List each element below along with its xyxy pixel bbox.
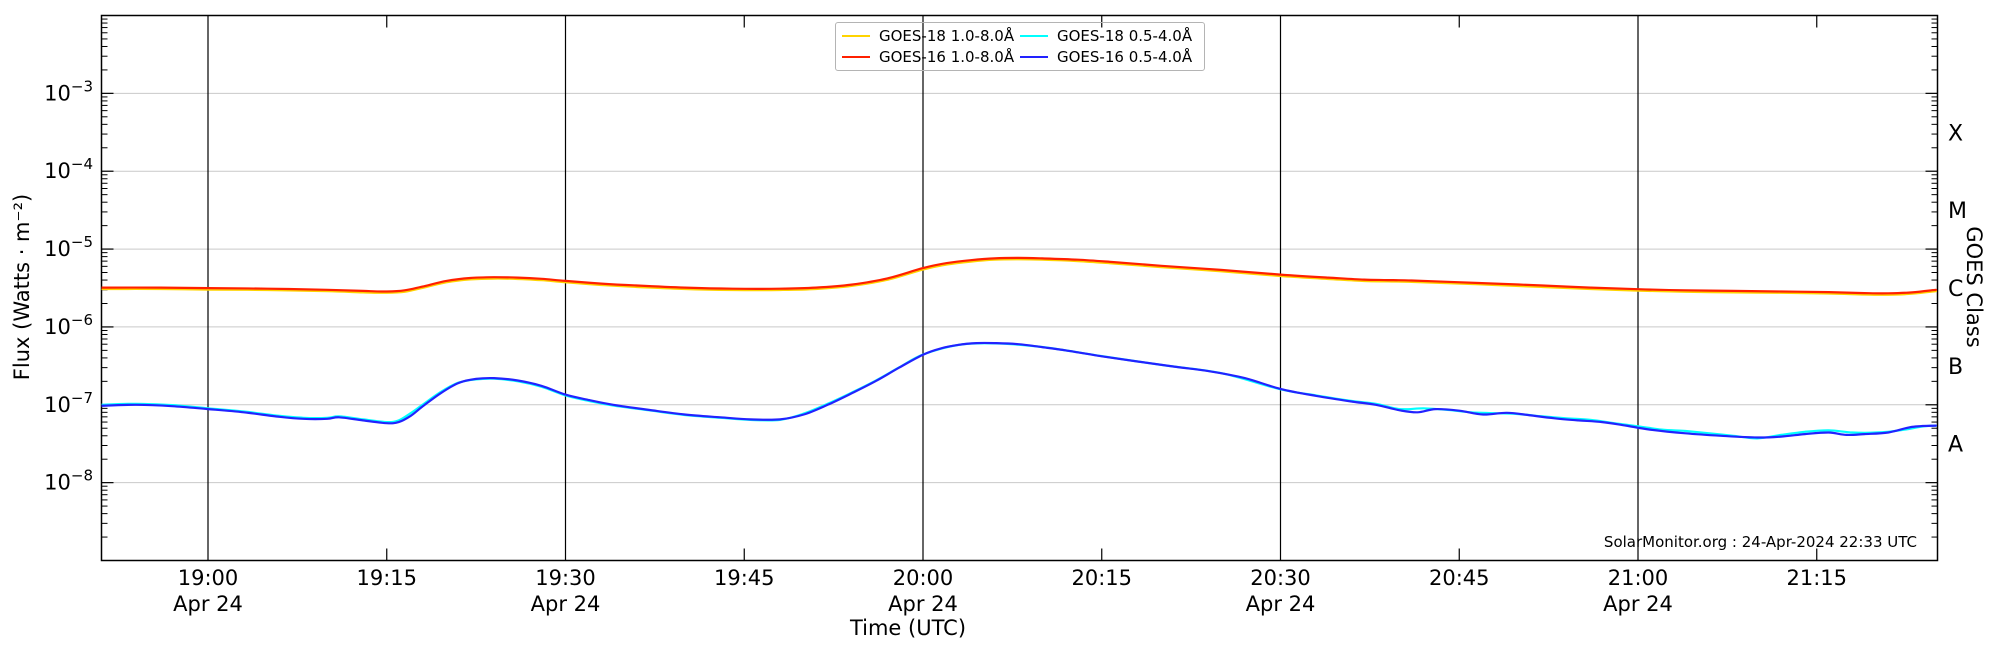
legend-item: GOES-16 1.0-8.0Å [842, 47, 1020, 69]
x-tick-label: 19:45 [714, 566, 775, 590]
goes16-long-line [101, 256, 1937, 295]
watermark: SolarMonitor.org : 24-Apr-2024 22:33 UTC [1603, 533, 1917, 551]
legend: GOES-18 1.0-8.0Å GOES-16 1.0-8.0Å GOES-1… [835, 22, 1205, 71]
x-tick-date: Apr 24 [173, 592, 243, 616]
right-axis-title: GOES Class [1962, 226, 1986, 348]
goes18-short-line [101, 342, 1937, 440]
legend-label: GOES-16 0.5-4.0Å [1057, 48, 1193, 67]
goes-class-letter-A: A [1948, 433, 1963, 458]
y-axis-title: Flux (Watts · m⁻²) [10, 193, 34, 381]
x-tick-date: Apr 24 [1603, 592, 1673, 616]
goes16-short-line [101, 341, 1937, 439]
legend-swatch-goes16-short [1020, 56, 1048, 59]
legend-label: GOES-16 1.0-8.0Å [879, 48, 1015, 67]
x-tick-label: 20:30 [1250, 566, 1311, 590]
x-tick-label: 20:15 [1071, 566, 1132, 590]
goes-class-letter-X: X [1948, 121, 1963, 146]
x-tick-label: 19:30 [535, 566, 596, 590]
y-tick-label: 10−4 [44, 155, 93, 183]
goes-class-letter-M: M [1948, 199, 1967, 224]
goes18-long-line [101, 258, 1937, 296]
x-axis-title: Time (UTC) [849, 616, 967, 640]
y-tick-label: 10−3 [44, 77, 93, 105]
x-tick-label: 19:15 [356, 566, 417, 590]
x-tick-date: Apr 24 [1246, 592, 1316, 616]
plot-border [100, 14, 1939, 562]
goes-class-letter-C: C [1948, 277, 1963, 302]
x-tick-label: 20:00 [893, 566, 954, 590]
goes-class-letter-B: B [1948, 355, 1963, 380]
legend-item: GOES-16 0.5-4.0Å [1020, 47, 1198, 69]
x-tick-label: 20:45 [1429, 566, 1490, 590]
legend-swatch-goes18-short [1020, 34, 1048, 37]
x-tick-date: Apr 24 [888, 592, 958, 616]
legend-item: GOES-18 1.0-8.0Å [842, 25, 1020, 47]
legend-swatch-goes16-long [842, 56, 870, 59]
legend-swatch-goes18-long [842, 34, 870, 37]
y-tick-label: 10−5 [44, 233, 93, 261]
legend-label: GOES-18 0.5-4.0Å [1057, 26, 1193, 45]
legend-item: GOES-18 0.5-4.0Å [1020, 25, 1198, 47]
y-tick-label: 10−7 [44, 389, 93, 417]
x-tick-label: 21:15 [1786, 566, 1847, 590]
x-tick-label: 21:00 [1608, 566, 1669, 590]
y-tick-label: 10−6 [44, 311, 93, 339]
x-tick-date: Apr 24 [531, 592, 601, 616]
x-tick-label: 19:00 [178, 566, 239, 590]
y-tick-label: 10−8 [44, 467, 93, 495]
legend-label: GOES-18 1.0-8.0Å [879, 26, 1015, 45]
